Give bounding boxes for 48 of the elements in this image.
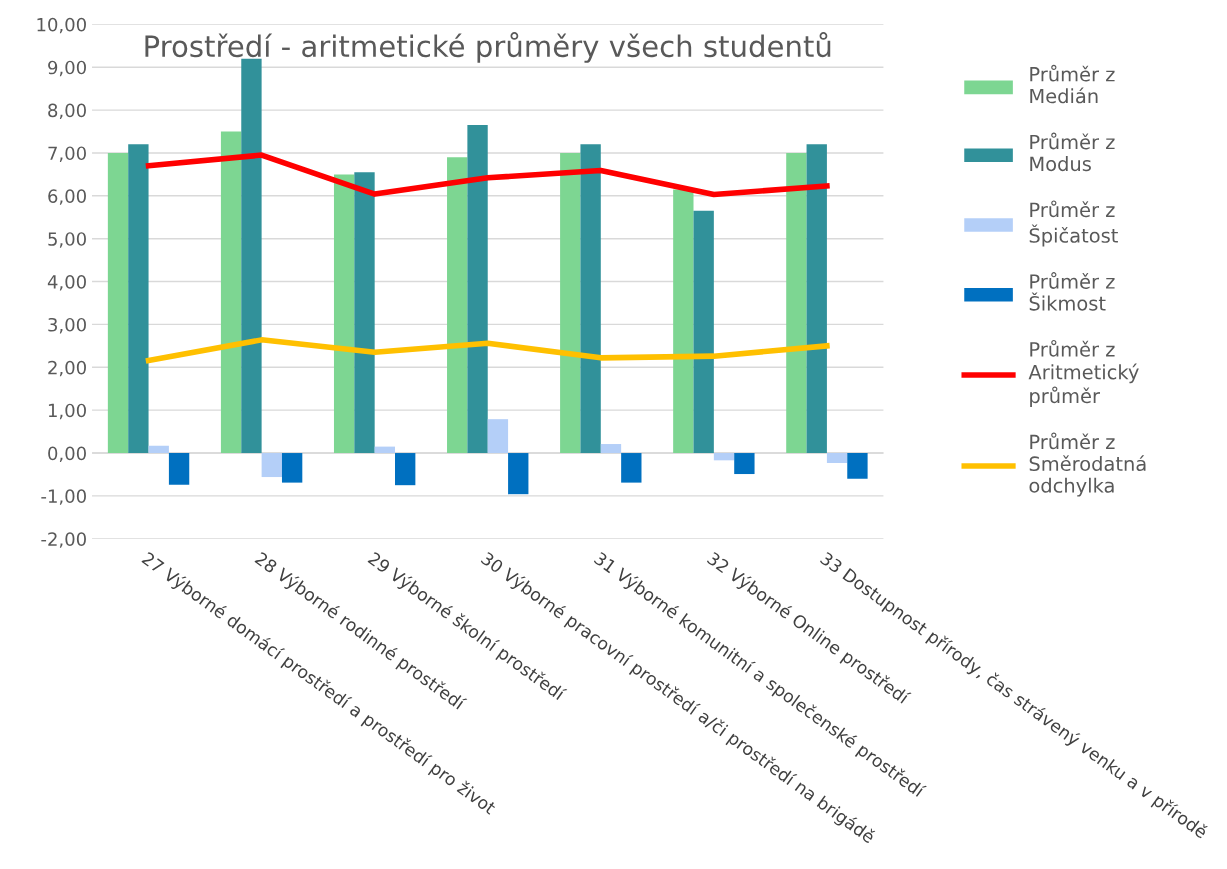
y-tick-label: 5,00: [48, 232, 86, 248]
bar: [220, 131, 242, 454]
bar: [693, 210, 714, 454]
bar: [847, 453, 868, 479]
y-tick-label: 3,00: [48, 317, 86, 334]
bar: [354, 172, 375, 454]
bar: [487, 419, 509, 454]
legend-label: Průměr z Modus: [1030, 132, 1115, 172]
y-tick-label: 10,00: [37, 17, 86, 34]
bar: [734, 453, 755, 475]
bar: [560, 152, 581, 454]
bar: [600, 444, 622, 454]
bar: [673, 189, 694, 454]
y-tick-label: -2,00: [41, 532, 86, 548]
bar: [148, 445, 169, 454]
legend-label: Průměr z Šikmost: [1029, 272, 1115, 311]
legend-label: Průměr z Medián: [1030, 64, 1115, 104]
bar: [786, 152, 807, 454]
bar: [333, 174, 355, 454]
y-tick-label: 0,00: [48, 446, 86, 462]
bar: [168, 453, 190, 485]
bar: [713, 453, 735, 461]
bar: [261, 453, 282, 478]
bar: [281, 453, 303, 483]
y-tick-label: 8,00: [48, 103, 86, 120]
bar: [508, 453, 529, 495]
y-tick-label: 7,00: [48, 146, 86, 162]
bar: [107, 152, 129, 454]
y-tick-label: 2,00: [48, 360, 86, 377]
legend-label: Průměr z Aritmetický průměr: [1028, 339, 1139, 408]
legend-label: Průměr z Směrodatná odchylka: [1029, 432, 1146, 497]
bar: [580, 144, 601, 454]
bar: [128, 144, 149, 454]
bar: [395, 453, 416, 486]
y-tick-label: -1,00: [41, 489, 86, 505]
bar: [241, 58, 262, 454]
y-tick-label: 6,00: [48, 189, 86, 205]
bar: [621, 453, 642, 483]
y-tick-label: 9,00: [48, 60, 86, 77]
bar: [806, 144, 827, 454]
y-tick-label: 4,00: [47, 275, 86, 291]
bar: [826, 453, 848, 463]
legend-label: Průměr z Špičatost: [1029, 200, 1118, 247]
y-tick-label: 1,00: [48, 403, 86, 420]
chart-title: Prostředí - aritmetické průměry všech studentů: [145, 32, 831, 63]
bar: [374, 446, 396, 454]
bar: [447, 157, 468, 454]
bar: [467, 125, 488, 454]
